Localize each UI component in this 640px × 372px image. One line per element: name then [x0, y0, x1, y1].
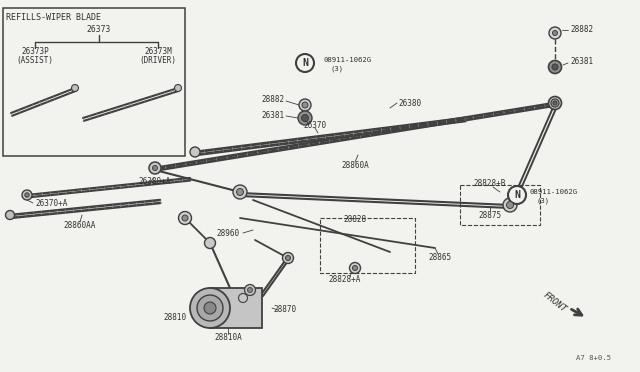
- Text: 28828+A: 28828+A: [329, 276, 361, 285]
- Text: 26373M: 26373M: [144, 48, 172, 57]
- Text: N: N: [302, 58, 308, 68]
- Text: 08911-1062G: 08911-1062G: [530, 189, 578, 195]
- Circle shape: [506, 202, 513, 208]
- Text: 28828+B: 28828+B: [474, 179, 506, 187]
- Circle shape: [552, 64, 558, 70]
- Circle shape: [25, 193, 29, 197]
- Circle shape: [349, 263, 360, 273]
- Text: 28860A: 28860A: [341, 160, 369, 170]
- Circle shape: [179, 212, 191, 224]
- Text: FRONT: FRONT: [541, 290, 568, 314]
- Circle shape: [190, 288, 230, 328]
- Text: (ASSIST): (ASSIST): [17, 55, 54, 64]
- Circle shape: [549, 27, 561, 39]
- Circle shape: [302, 102, 308, 108]
- Text: (3): (3): [330, 66, 343, 72]
- Text: 28882: 28882: [570, 26, 593, 35]
- Text: 28960: 28960: [216, 228, 239, 237]
- Circle shape: [182, 215, 188, 221]
- Text: (DRIVER): (DRIVER): [140, 55, 177, 64]
- Text: 26373P: 26373P: [21, 48, 49, 57]
- Bar: [3, 8, 185, 156]
- Circle shape: [296, 54, 314, 72]
- Circle shape: [553, 101, 557, 105]
- Circle shape: [503, 198, 517, 212]
- Bar: [460, 185, 540, 225]
- Circle shape: [149, 162, 161, 174]
- Text: 28810A: 28810A: [214, 334, 242, 343]
- Text: 26370: 26370: [303, 121, 326, 129]
- Circle shape: [353, 266, 358, 270]
- Text: 26380: 26380: [398, 99, 421, 108]
- Circle shape: [551, 99, 559, 107]
- Text: A7 8+0.5: A7 8+0.5: [577, 355, 611, 361]
- Circle shape: [152, 166, 157, 170]
- Text: 26373: 26373: [87, 26, 111, 35]
- Text: N: N: [514, 190, 520, 200]
- Text: 26381: 26381: [570, 58, 593, 67]
- Text: 28865: 28865: [428, 253, 452, 263]
- Circle shape: [6, 211, 15, 219]
- Circle shape: [248, 288, 253, 292]
- Text: REFILLS-WIPER BLADE: REFILLS-WIPER BLADE: [6, 13, 101, 22]
- Circle shape: [301, 115, 308, 122]
- Circle shape: [190, 147, 200, 157]
- Text: 28875: 28875: [479, 211, 502, 219]
- Bar: [210, 288, 262, 328]
- Text: 28810: 28810: [163, 314, 187, 323]
- Circle shape: [548, 61, 561, 74]
- Circle shape: [197, 295, 223, 321]
- Text: 28882: 28882: [262, 96, 285, 105]
- Text: 26381: 26381: [262, 110, 285, 119]
- Text: (3): (3): [537, 198, 550, 204]
- Circle shape: [72, 84, 79, 92]
- Circle shape: [175, 84, 182, 92]
- Text: 26380+A: 26380+A: [138, 177, 170, 186]
- Circle shape: [285, 256, 291, 260]
- Circle shape: [552, 31, 557, 35]
- Text: 28870: 28870: [273, 305, 296, 314]
- Text: 28860AA: 28860AA: [64, 221, 96, 230]
- Circle shape: [508, 186, 526, 204]
- Text: 26370+A: 26370+A: [35, 199, 67, 208]
- Circle shape: [205, 237, 216, 248]
- Circle shape: [233, 185, 247, 199]
- Bar: [320, 218, 415, 273]
- Circle shape: [204, 302, 216, 314]
- Circle shape: [237, 189, 243, 196]
- Circle shape: [282, 253, 294, 263]
- Circle shape: [548, 96, 561, 109]
- Circle shape: [298, 111, 312, 125]
- Circle shape: [299, 99, 311, 111]
- Circle shape: [244, 285, 255, 295]
- Text: 28828: 28828: [344, 215, 367, 224]
- Circle shape: [22, 190, 32, 200]
- Circle shape: [239, 294, 248, 302]
- Text: 08911-1062G: 08911-1062G: [323, 57, 371, 63]
